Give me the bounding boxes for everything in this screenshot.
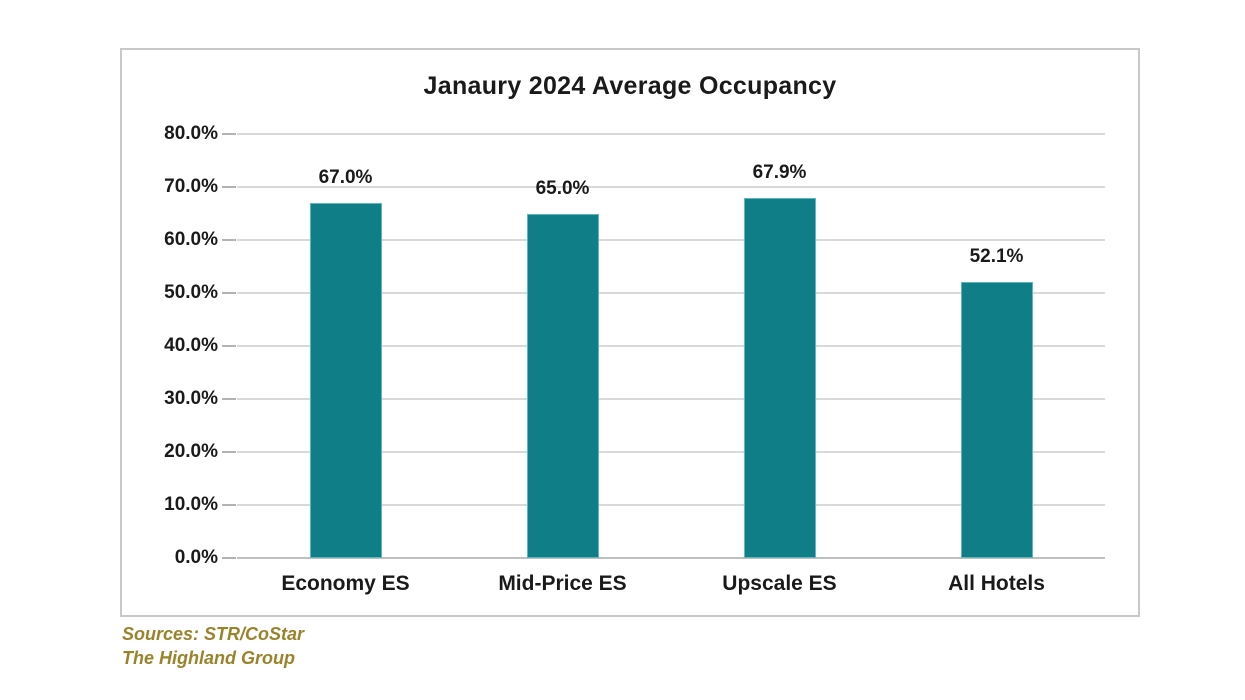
y-axis-tick-label: 50.0% bbox=[164, 282, 218, 303]
y-axis-tick bbox=[222, 292, 236, 294]
y-axis-tick bbox=[222, 345, 236, 347]
gridline bbox=[237, 345, 1105, 347]
bar-value-label: 67.0% bbox=[318, 166, 373, 188]
bar-value-label: 52.1% bbox=[969, 245, 1024, 267]
y-axis-tick bbox=[222, 186, 236, 188]
y-axis-tick bbox=[222, 133, 236, 135]
category-label: Economy ES bbox=[281, 572, 410, 595]
gridline bbox=[237, 398, 1105, 400]
y-axis-tick bbox=[222, 557, 236, 559]
gridline bbox=[237, 186, 1105, 188]
category-label: All Hotels bbox=[948, 572, 1045, 595]
plot-area: 0.0% 10.0% 20.0% 30.0% 40.0% 50.0% 60.0% 70.0% 8… bbox=[122, 50, 1138, 615]
y-axis-tick-label: 60.0% bbox=[164, 229, 218, 250]
bar-economy-es bbox=[309, 202, 382, 558]
y-axis-tick-label: 20.0% bbox=[164, 441, 218, 462]
y-axis-tick-label: 0.0% bbox=[174, 547, 218, 568]
gridline bbox=[237, 239, 1105, 241]
source-line-1: Sources: STR/CoStar bbox=[122, 624, 305, 644]
x-axis-line bbox=[237, 557, 1105, 559]
y-axis-tick-label: 80.0% bbox=[164, 123, 218, 144]
gridline bbox=[237, 451, 1105, 453]
bar-mid-price-es bbox=[526, 213, 599, 558]
bar-value-label: 65.0% bbox=[535, 177, 590, 199]
gridline bbox=[237, 292, 1105, 294]
y-axis-tick-label: 70.0% bbox=[164, 176, 218, 197]
bar-upscale-es bbox=[743, 198, 816, 558]
source-note: Sources: STR/CoStar The Highland Group bbox=[122, 622, 304, 670]
bar-value-label: 67.9% bbox=[752, 162, 807, 184]
y-axis-tick bbox=[222, 451, 236, 453]
y-axis-tick bbox=[222, 504, 236, 506]
y-axis-tick-label: 40.0% bbox=[164, 335, 218, 356]
source-line-2: The Highland Group bbox=[122, 648, 295, 668]
category-label: Mid-Price ES bbox=[498, 572, 627, 595]
y-axis-tick bbox=[222, 398, 236, 400]
chart-frame: Janaury 2024 Average Occupancy 0.0% 10.0%… bbox=[120, 48, 1140, 617]
bar-all-hotels bbox=[960, 281, 1033, 558]
category-label: Upscale ES bbox=[722, 572, 837, 595]
y-axis-tick-label: 30.0% bbox=[164, 388, 218, 409]
gridline bbox=[237, 504, 1105, 506]
gridline bbox=[237, 133, 1105, 135]
chart-title: Janaury 2024 Average Occupancy bbox=[423, 72, 837, 100]
y-axis-tick bbox=[222, 239, 236, 241]
y-axis-tick-label: 10.0% bbox=[164, 494, 218, 515]
